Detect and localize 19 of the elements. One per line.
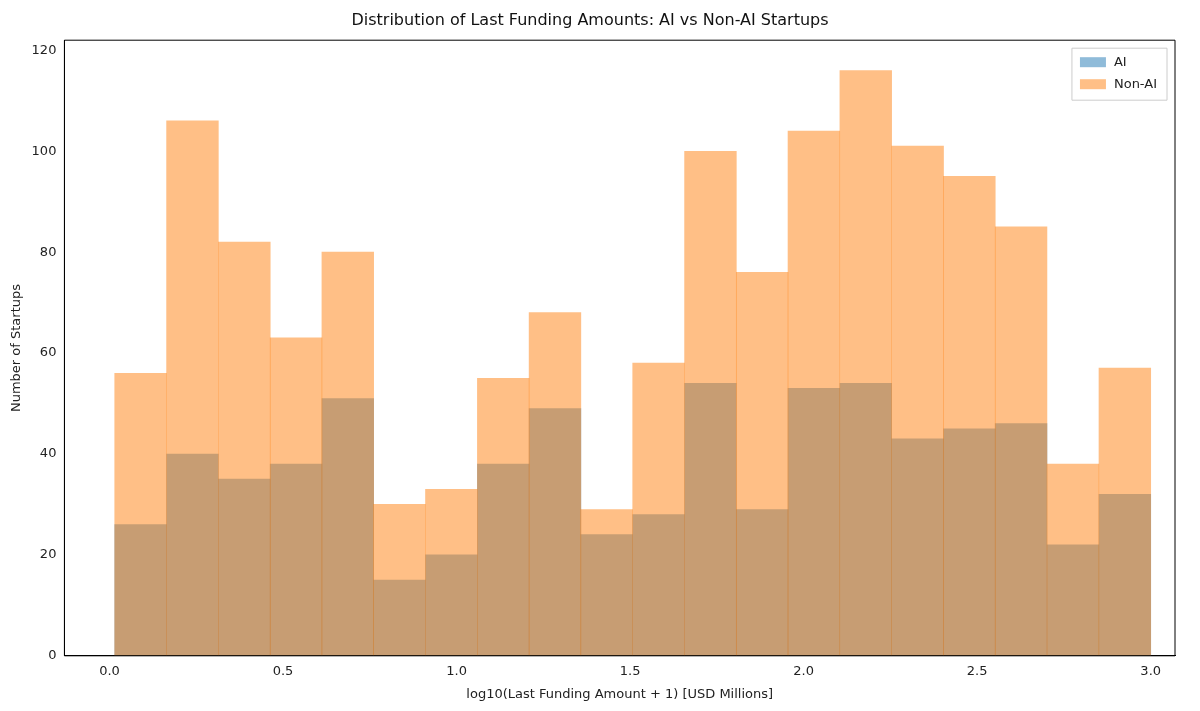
y-tick-label: 20 [39, 546, 57, 562]
x-axis-title: log10(Last Funding Amount + 1) [USD Millions] [466, 685, 774, 701]
y-tick-label: 40 [39, 445, 57, 461]
x-tick-label: 2.5 [966, 662, 988, 678]
y-tick-label: 60 [39, 344, 57, 360]
x-tick-label: 0.5 [272, 662, 294, 678]
legend-label: Non-AI [1113, 75, 1158, 91]
legend-label: AI [1113, 53, 1127, 69]
x-tick-label: 1.5 [619, 662, 641, 678]
chart-title: Distribution of Last Funding Amounts: AI vs Non-AI Startups [351, 9, 829, 29]
x-tick-label: 2.0 [793, 662, 814, 678]
x-tick-label: 1.0 [446, 662, 467, 678]
x-tick-label: 3.0 [1140, 662, 1162, 678]
y-tick-label: 0 [48, 647, 57, 663]
y-tick-label: 100 [31, 142, 57, 158]
x-tick-label: 0.0 [99, 662, 120, 678]
y-tick-label: 120 [31, 41, 57, 57]
y-axis-title: Number of Startups [8, 283, 24, 413]
y-tick-label: 80 [39, 243, 57, 259]
